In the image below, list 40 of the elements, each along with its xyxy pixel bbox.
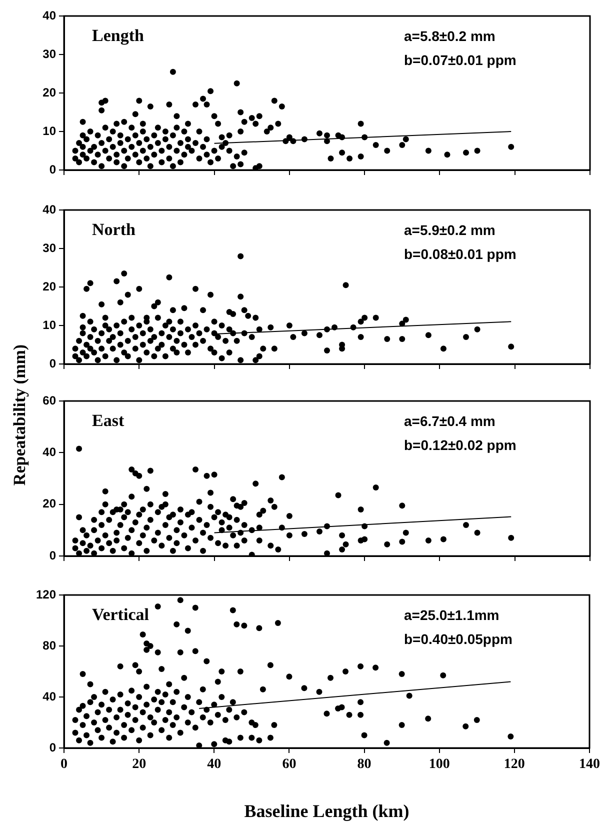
x-tick-label: 0 [60,757,68,772]
annotation: a=5.9±0.2 mm [404,222,496,238]
y-axis-title: Repeatability (mm) [10,344,30,486]
y-tick-label: 30 [42,46,56,61]
annotation: a=6.7±0.4 mm [404,412,496,429]
x-tick-label: 40 [207,757,222,772]
x-tick-label: 60 [282,757,296,772]
x-tick-label: 80 [357,757,372,772]
y-tick-label: 10 [42,124,56,138]
annotation: b=0.07±0.01 ppm [404,52,516,68]
annotation: a=25.0±1.1mm [404,606,500,623]
y-tick-label: 40 [42,8,56,22]
text: Vertical [92,604,150,624]
y-tick-label: 0 [49,356,56,370]
x-tick-label: 140 [579,757,600,772]
annotation: b=0.12±0.02 ppm [404,436,516,453]
y-tick-label: 40 [42,444,56,459]
y-tick-label: 20 [42,279,56,294]
y-tick-label: 80 [42,638,56,652]
text: North [92,220,136,239]
x-axis-title: Baseline Length (km) [244,800,410,821]
y-tick-label: 20 [42,85,56,100]
annotation: b=0.40±0.05ppm [404,630,512,647]
annotation: a=5.8±0.2 mm [404,28,496,44]
y-tick-label: 10 [42,318,56,332]
y-tick-label: 120 [36,587,56,602]
y-tick-label: 40 [42,689,56,704]
text: Length [92,26,144,45]
x-tick-label: 100 [428,757,450,772]
annotation: b=0.08±0.01 ppm [404,246,516,262]
y-tick-label: 40 [42,202,56,216]
x-tick-label: 120 [504,757,525,772]
x-tick-label: 20 [132,757,146,772]
y-tick-label: 60 [42,393,56,408]
y-tick-label: 0 [49,740,56,754]
y-tick-label: 0 [49,162,56,176]
text: East [92,410,124,430]
y-tick-label: 20 [42,496,56,511]
y-tick-label: 0 [49,548,56,562]
y-tick-label: 30 [42,240,56,255]
